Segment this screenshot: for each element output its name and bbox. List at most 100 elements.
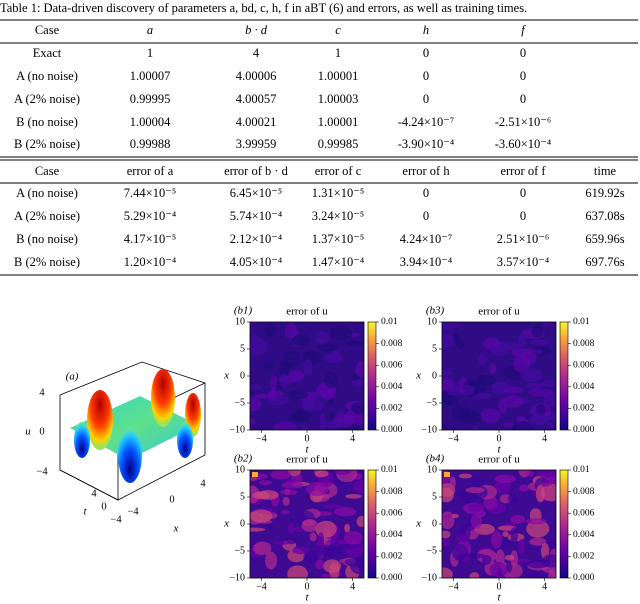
heatmap-blob xyxy=(442,422,449,430)
heatmap-blob xyxy=(491,530,503,549)
heatmap-blob xyxy=(481,554,492,565)
heatmap-texture xyxy=(250,470,364,578)
heatmap-blob xyxy=(264,551,278,570)
heatmap-blob xyxy=(530,339,550,346)
y-tick-label: −5 xyxy=(426,545,437,556)
heatmap-blob xyxy=(250,527,266,532)
table-header: time xyxy=(594,164,617,178)
table-cell: 1.31×10⁻⁵ xyxy=(312,186,364,200)
table-cell: 0 xyxy=(520,46,526,60)
table-cell: -3.90×10⁻⁴ xyxy=(398,137,455,151)
heatmap-blob xyxy=(532,324,544,338)
axis-label: x xyxy=(415,518,421,530)
table-cell: 4.05×10⁻⁴ xyxy=(230,255,282,269)
tick-label: 4 xyxy=(91,488,97,499)
heatmap-blob xyxy=(355,360,364,379)
heatmap-title: error of u xyxy=(286,306,328,318)
heatmap-blob xyxy=(442,536,450,547)
heatmap-blob xyxy=(480,408,501,423)
heatmap-blob xyxy=(511,348,531,358)
x-tick-label: −4 xyxy=(448,433,459,444)
heatmap-blob xyxy=(518,539,526,555)
colorbar-label: 0.002 xyxy=(573,552,595,562)
colorbar-label: 0.01 xyxy=(381,465,398,475)
y-tick-label: −10 xyxy=(421,424,437,435)
heatmap-blob xyxy=(301,424,309,430)
table-header: error of f xyxy=(500,164,546,178)
heatmap-blob xyxy=(442,567,453,578)
heatmap-blob xyxy=(328,542,344,555)
heatmap-blob xyxy=(280,510,290,515)
y-tick-label: 5 xyxy=(432,491,437,502)
heatmap-blob xyxy=(253,541,272,555)
table-cell: 1.47×10⁻⁴ xyxy=(312,255,364,269)
heatmap-blob xyxy=(250,322,258,326)
table-header: Case xyxy=(35,23,60,37)
table-cell: 1.00003 xyxy=(318,92,359,106)
y-tick-label: 0 xyxy=(240,370,245,381)
panel-label: (b4) xyxy=(426,453,445,465)
x-tick-label: 0 xyxy=(497,581,502,592)
heatmap-blob xyxy=(273,422,298,430)
table-header: a xyxy=(147,23,153,37)
colorbar-label: 0.002 xyxy=(381,552,403,562)
y-tick-label: 0 xyxy=(432,370,437,381)
heatmap-blob xyxy=(288,522,295,534)
table-header: error of h xyxy=(402,164,450,178)
heatmap-blob xyxy=(517,334,526,348)
x-tick-label: 4 xyxy=(350,581,355,592)
heatmap-texture xyxy=(250,322,364,430)
axis-label: t xyxy=(497,444,501,456)
y-tick-label: 5 xyxy=(240,343,245,354)
heatmap-blob xyxy=(326,539,350,544)
tick-label: 4 xyxy=(200,478,206,489)
heatmap-blob xyxy=(288,413,305,423)
colorbar-label: 0.006 xyxy=(381,360,403,370)
y-tick-label: 5 xyxy=(240,491,245,502)
heatmap-blob xyxy=(250,338,268,356)
heatmap-blob xyxy=(356,515,364,528)
colorbar-label: 0.004 xyxy=(573,530,595,540)
table-cell: 0.99995 xyxy=(130,92,171,106)
y-tick-label: −5 xyxy=(234,545,245,556)
table-cell: A (2% noise) xyxy=(14,92,80,106)
heatmap-blob xyxy=(510,526,519,544)
heatmap-blob xyxy=(542,554,556,568)
heatmap-blob xyxy=(511,421,534,430)
heatmap-blob xyxy=(530,413,550,425)
colorbar-label: 0.002 xyxy=(381,404,403,414)
colorbar-label: 0.000 xyxy=(381,573,403,583)
heatmap-blob xyxy=(491,381,510,396)
heatmap-blob xyxy=(468,503,484,512)
table-cell: 0.99988 xyxy=(130,137,171,151)
heatmap-blob xyxy=(291,334,310,346)
colorbar-label: 0.01 xyxy=(573,317,590,327)
heatmap-blob xyxy=(344,523,351,533)
table-cell: 0 xyxy=(520,92,526,106)
y-tick-label: −10 xyxy=(421,572,437,583)
heatmap-blob xyxy=(451,513,459,519)
table-cell: A (no noise) xyxy=(16,186,78,200)
heatmap-title: error of u xyxy=(286,454,328,466)
table-cell: 1.00004 xyxy=(130,115,171,129)
tick-label: 0 xyxy=(101,501,106,512)
y-tick-label: −5 xyxy=(234,397,245,408)
heatmap-blob xyxy=(502,422,515,427)
y-tick-label: 0 xyxy=(432,518,437,529)
heatmap-blob xyxy=(535,403,546,416)
heatmap-blob xyxy=(458,473,472,479)
table-cell: B (no noise) xyxy=(16,115,78,129)
axis-label: x xyxy=(223,518,229,530)
table-header: f xyxy=(521,23,526,37)
heatmap-blob xyxy=(442,530,451,539)
colorbar-label: 0.000 xyxy=(573,573,595,583)
table-cell: 5.74×10⁻⁴ xyxy=(230,209,282,223)
heatmap-blob xyxy=(498,398,508,414)
heatmap-blob xyxy=(258,480,273,485)
heatmap-blob xyxy=(282,496,290,506)
table-cell: Exact xyxy=(33,46,62,60)
y-tick-label: 10 xyxy=(235,464,245,475)
colorbar-label: 0.006 xyxy=(573,360,595,370)
heatmap-blob xyxy=(489,561,508,578)
table-cell: A (2% noise) xyxy=(14,209,80,223)
